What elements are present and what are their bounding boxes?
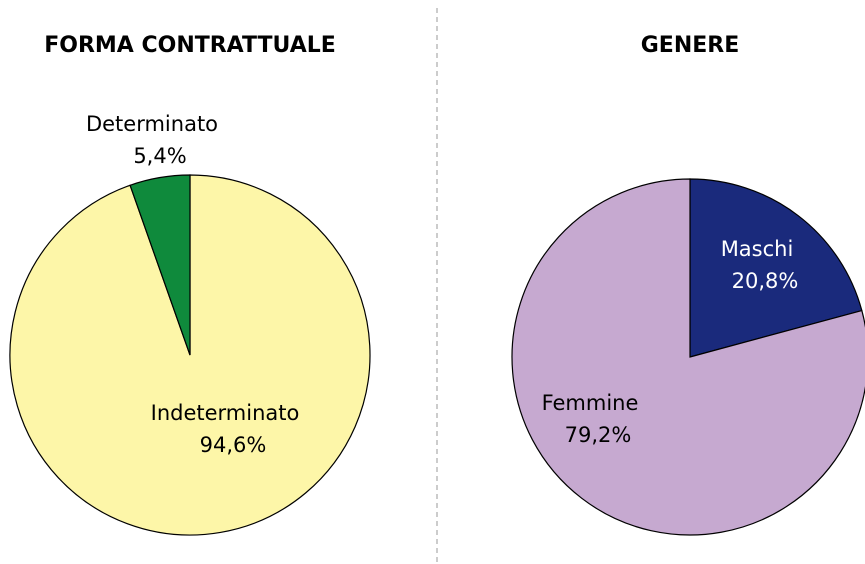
pie-slice (689, 178, 863, 358)
value-label: 20,8% (732, 269, 799, 293)
slice-label: Femmine (542, 391, 639, 415)
slice-label: Maschi (721, 237, 794, 261)
chart-title: GENERE (641, 33, 740, 58)
value-label: 5,4% (133, 144, 186, 168)
pie-slice (129, 174, 191, 356)
value-label: 94,6% (200, 433, 267, 457)
pie-slice (511, 178, 865, 536)
slice-label: Indeterminato (151, 401, 300, 425)
chart-title: FORMA CONTRATTUALE (44, 33, 336, 58)
value-label: 79,2% (565, 423, 632, 447)
slice-label: Determinato (86, 112, 218, 136)
